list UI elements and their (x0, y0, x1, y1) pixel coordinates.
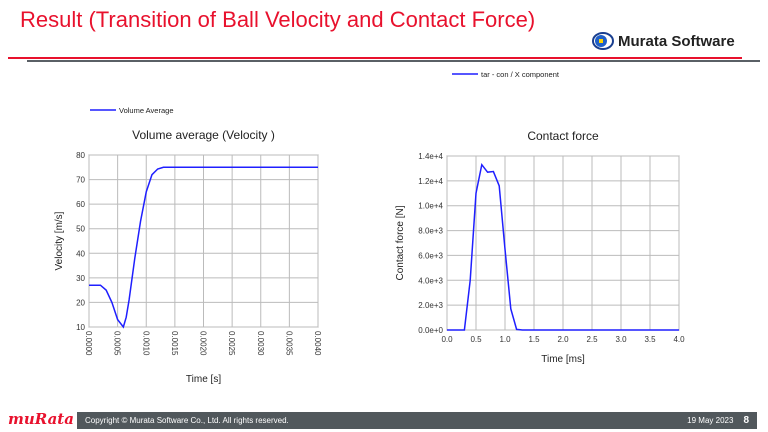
y-tick-label: 80 (76, 151, 85, 160)
y-tick-label: 6.0e+3 (418, 251, 443, 260)
x-tick-label: 0.0025 (227, 331, 236, 356)
legend-label: tar - con / X component (481, 70, 560, 79)
legend-label: Volume Average (119, 106, 174, 115)
chart-title: Volume average (Velocity ) (132, 128, 275, 142)
y-tick-label: 8.0e+3 (418, 227, 443, 236)
series-line (89, 166, 318, 329)
x-tick-label: 0.0030 (256, 331, 265, 356)
x-tick-label: 0.0035 (284, 331, 293, 356)
y-tick-label: 20 (76, 298, 85, 307)
y-tick-label: 2.0e+3 (418, 301, 443, 310)
globe-icon (592, 32, 614, 50)
x-axis-label: Time [s] (186, 374, 221, 385)
y-axis-label: Contact force [N] (395, 205, 406, 280)
x-tick-label: 2.5 (586, 335, 598, 344)
y-tick-label: 10 (76, 323, 85, 332)
slide-title: Result (Transition of Ball Velocity and … (20, 7, 536, 32)
x-tick-label: 0.0040 (313, 331, 322, 356)
y-tick-label: 50 (76, 225, 85, 234)
y-tick-label: 60 (76, 200, 85, 209)
x-tick-label: 1.5 (528, 335, 540, 344)
x-tick-label: 0.0010 (141, 331, 150, 356)
x-tick-label: 0.0 (441, 335, 453, 344)
page-number: 8 (743, 415, 749, 426)
x-tick-label: 3.5 (644, 335, 656, 344)
murata-logo: muRata (8, 410, 74, 428)
header-divider-gray (27, 60, 760, 62)
y-tick-label: 1.0e+4 (418, 202, 443, 211)
y-tick-label: 4.0e+3 (418, 276, 443, 285)
x-tick-label: 2.0 (557, 335, 569, 344)
x-axis-label: Time [ms] (541, 354, 585, 365)
x-tick-label: 1.0 (499, 335, 511, 344)
brand-name: Murata Software (618, 32, 735, 50)
footer-bar: Copyright © Murata Software Co., Ltd. Al… (77, 412, 757, 429)
x-tick-label: 4.0 (673, 335, 685, 344)
y-tick-label: 1.2e+4 (418, 177, 443, 186)
chart-title: Contact force (527, 129, 599, 143)
y-tick-label: 0.0e+0 (418, 326, 443, 335)
brand-logo: Murata Software (592, 32, 735, 50)
x-tick-label: 0.0005 (113, 331, 122, 356)
x-tick-label: 0.0015 (170, 331, 179, 356)
x-tick-label: 3.0 (615, 335, 627, 344)
y-tick-label: 70 (76, 176, 85, 185)
y-tick-label: 1.4e+4 (418, 152, 443, 161)
x-tick-label: 0.0000 (84, 331, 93, 356)
date: 19 May 2023 (687, 416, 734, 425)
copyright: Copyright © Murata Software Co., Ltd. Al… (85, 416, 289, 425)
y-tick-label: 30 (76, 274, 85, 283)
x-tick-label: 0.5 (470, 335, 482, 344)
y-tick-label: 40 (76, 249, 85, 258)
series-line (447, 162, 679, 331)
header-divider-red (8, 57, 742, 59)
y-axis-label: Velocity [m/s] (54, 211, 65, 270)
x-tick-label: 0.0020 (199, 331, 208, 356)
